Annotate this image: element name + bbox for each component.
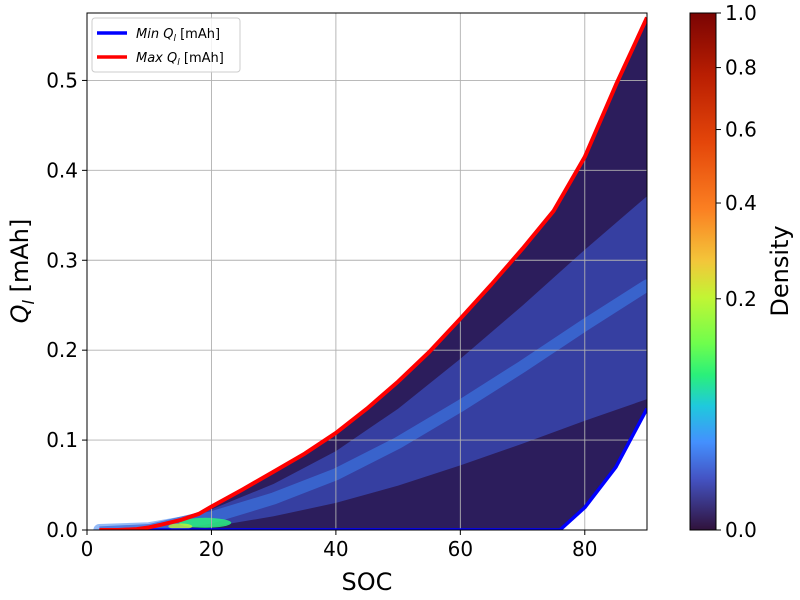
colorbar-tick-label: 0.4 bbox=[725, 191, 757, 215]
x-axis-label: SOC bbox=[342, 568, 393, 596]
density-hotspot bbox=[179, 517, 232, 528]
legend-label-min: Min Ql [mAh] bbox=[136, 27, 220, 44]
y-tick-label: 0.3 bbox=[46, 248, 78, 272]
colorbar-gradient bbox=[689, 12, 717, 531]
colorbar-tick-label: 0.6 bbox=[725, 118, 757, 142]
series-line-max bbox=[99, 16, 647, 530]
legend-label-max: Max Ql [mAh] bbox=[136, 51, 224, 68]
y-tick-label: 0.4 bbox=[46, 158, 78, 182]
x-tick-label: 0 bbox=[81, 537, 94, 561]
y-tick-label: 0.2 bbox=[46, 338, 78, 362]
colorbar-tick-label: 0.0 bbox=[725, 518, 757, 542]
y-axis: 0.0 0.1 0.2 0.3 0.4 0.5 bbox=[46, 68, 87, 542]
plot-frame bbox=[86, 12, 648, 531]
colorbar-label: Density bbox=[766, 225, 794, 316]
density-ridge-area bbox=[99, 196, 647, 530]
series-line-min bbox=[99, 407, 647, 530]
x-axis: 0 20 40 60 80 bbox=[81, 530, 598, 561]
x-tick-label: 40 bbox=[323, 537, 348, 561]
colorbar-tick-label: 1.0 bbox=[725, 1, 757, 25]
legend-box bbox=[91, 17, 241, 73]
x-tick-label: 80 bbox=[572, 537, 597, 561]
density-heatmap bbox=[93, 17, 647, 530]
y-axis-label: Ql [mAh] bbox=[6, 219, 38, 324]
plot-area bbox=[86, 12, 648, 531]
y-tick-label: 0.0 bbox=[46, 518, 78, 542]
series-lines bbox=[99, 16, 647, 530]
x-tick-label: 20 bbox=[199, 537, 224, 561]
x-tick-label: 60 bbox=[448, 537, 473, 561]
colorbar-ticks: 0.0 0.2 0.4 0.6 0.8 1.0 bbox=[716, 1, 757, 542]
colorbar: 0.0 0.2 0.4 0.6 0.8 1.0 Density bbox=[689, 1, 794, 542]
y-tick-label: 0.5 bbox=[46, 68, 78, 92]
colorbar-tick-label: 0.8 bbox=[725, 56, 757, 80]
legend: Min Ql [mAh] Max Ql [mAh] bbox=[91, 17, 241, 73]
density-hotspot-core bbox=[168, 523, 193, 530]
y-tick-label: 0.1 bbox=[46, 428, 78, 452]
colorbar-tick-label: 0.2 bbox=[725, 287, 757, 311]
